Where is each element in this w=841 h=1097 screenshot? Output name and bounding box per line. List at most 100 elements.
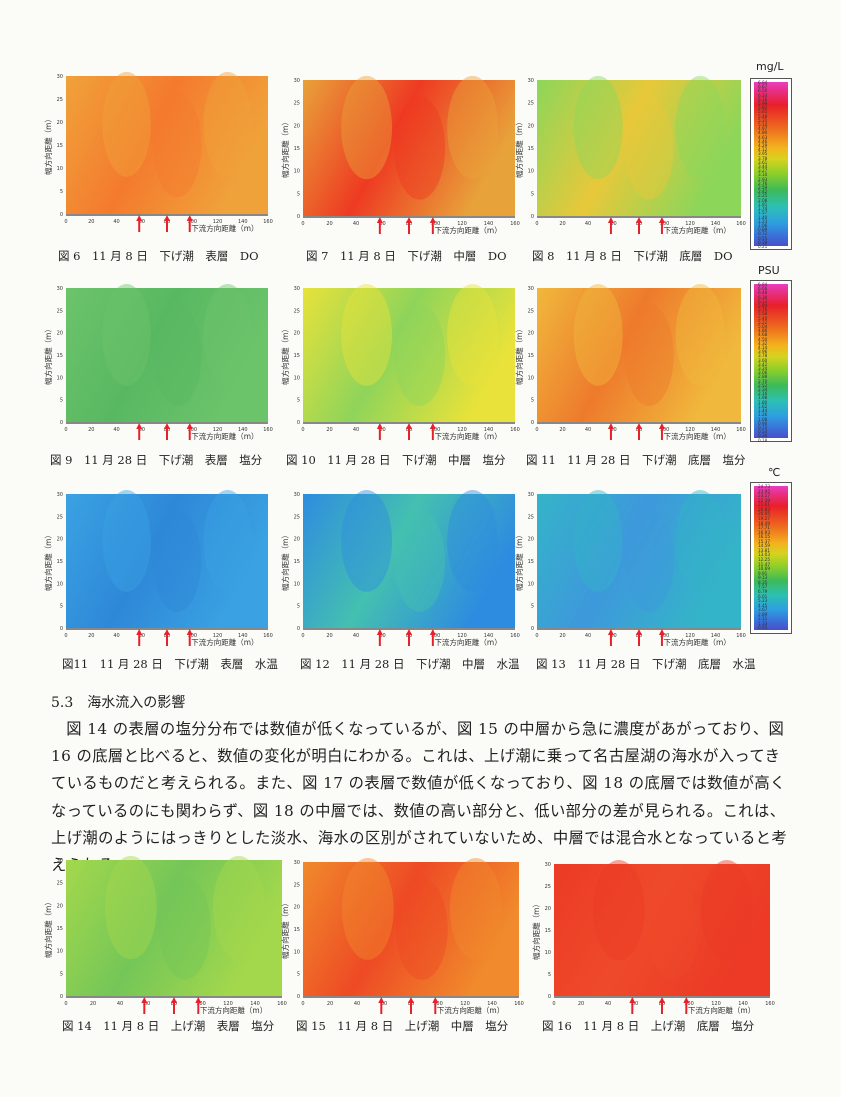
figure-6: 020406080100120140160051015202530幅方向距離（m… [42, 68, 278, 240]
x-tick-label: 160 [736, 427, 746, 433]
y-axis-label: 幅方向距離（m） [43, 115, 53, 175]
colorbar-tick: 2.34 [758, 387, 768, 393]
colorbar-tick: 0.18 [758, 437, 768, 443]
contour-blob [447, 75, 499, 180]
y-tick-label: 5 [297, 398, 300, 404]
x-tick-label: 140 [484, 221, 494, 227]
colorbar-tick: 16.15 [758, 534, 770, 540]
x-tick-label: 140 [487, 1001, 497, 1007]
colorbar-tick: 1.91 [758, 201, 768, 207]
flow-arrow [629, 997, 636, 1014]
caption-fig13: 図 13 11 月 28 日 下げ潮 底層 水温 [536, 657, 756, 671]
contour-blob [102, 489, 151, 592]
x-axis-label: 下流方向距離（m） [663, 637, 730, 647]
colorbar-tick: 2.88 [758, 374, 768, 380]
x-tick-label: 40 [113, 427, 119, 433]
y-tick-label: 0 [60, 994, 63, 1000]
y-axis-label: 幅方向距離（m） [280, 118, 290, 178]
y-tick-label: 10 [57, 166, 63, 172]
flow-arrow [429, 423, 436, 440]
colorbar-tick: 5.76 [758, 307, 768, 313]
colorbar-tick: 0.72 [758, 424, 768, 430]
caption-fig12: 図 12 11 月 28 日 下げ潮 中層 水温 [300, 657, 520, 671]
x-tick-label: 0 [64, 427, 67, 433]
flow-arrow [164, 629, 170, 646]
contour-blob [394, 510, 446, 612]
x-tick-label: 140 [238, 219, 248, 225]
colorbar-tick: 3.60 [758, 357, 768, 363]
figure-15: 020406080100120140160051015202530幅方向距離（m… [279, 854, 529, 1022]
y-tick-label: 20 [294, 123, 300, 129]
colorbar-tick: 14.59 [758, 543, 770, 549]
contour-blob [152, 510, 202, 612]
x-tick-label: 20 [90, 1001, 96, 1007]
x-tick-label: 100 [431, 427, 441, 433]
x-tick-label: 160 [263, 633, 273, 639]
flow-arrow [186, 629, 193, 646]
colorbar-tick: 3.78 [758, 353, 768, 359]
y-tick-label: 25 [294, 101, 300, 107]
colorbar-tick: 0.55 [758, 625, 768, 631]
colorbar-tick: 0.36 [758, 433, 768, 439]
colorbar-tick: 6.12 [758, 298, 768, 304]
flow-arrow [406, 423, 412, 440]
contour-blob [624, 304, 674, 406]
contour-blob [447, 283, 499, 386]
colorbar-tick: 6.30 [758, 294, 768, 300]
y-tick-label: 25 [528, 308, 534, 314]
y-tick-label: 15 [528, 353, 534, 359]
colorbar-tick: 13.03 [758, 552, 770, 558]
y-axis-label: 幅方向距離（m） [531, 900, 541, 960]
colorbar-tick: 5.48 [758, 113, 768, 119]
flow-arrow [408, 997, 414, 1014]
colorbar-tick: 3.95 [758, 151, 768, 157]
flow-arrow [136, 215, 143, 232]
contour-blob [212, 855, 265, 960]
flow-arrow [376, 217, 383, 234]
x-tick-label: 120 [457, 221, 467, 227]
colorbar-tick: 6.50 [758, 88, 768, 94]
colorbar-tick: 2.76 [758, 180, 768, 186]
x-tick-label: 140 [711, 427, 721, 433]
x-tick-label: 160 [263, 427, 273, 433]
x-tick-label: 60 [610, 633, 616, 639]
flow-arrow [607, 217, 614, 234]
colorbar-tick: 2.52 [758, 382, 768, 388]
y-tick-label: 0 [60, 420, 63, 426]
colorbar-tick: 12.25 [758, 557, 770, 562]
y-tick-label: 30 [294, 860, 300, 866]
contour-blob [203, 283, 252, 386]
caption-fig15: 図 15 11 月 8 日 上げ潮 中層 塩分 [296, 1019, 509, 1033]
x-tick-label: 100 [196, 1001, 206, 1007]
x-axis-label: 下流方向距離（m） [200, 1005, 267, 1015]
colorbar-tick: 1.98 [758, 395, 768, 401]
x-tick-label: 100 [660, 633, 670, 639]
colorbar-tick: 5.22 [758, 319, 768, 325]
colorbar-tick: 1.57 [758, 210, 768, 216]
y-tick-label: 10 [545, 950, 551, 956]
y-axis-label: 幅方向距離（m） [514, 118, 524, 178]
y-tick-label: 10 [528, 375, 534, 381]
caption-fig10: 図 10 11 月 28 日 下げ潮 中層 塩分 [286, 453, 506, 467]
y-tick-label: 30 [294, 492, 300, 498]
x-tick-label: 20 [88, 219, 94, 225]
contour-field [554, 864, 770, 996]
x-axis-label: 下流方向距離（m） [191, 223, 258, 233]
y-tick-label: 10 [294, 169, 300, 175]
x-tick-label: 100 [187, 219, 197, 225]
x-tick-label: 40 [605, 1001, 611, 1007]
colorbar-tick: 4.80 [758, 130, 768, 136]
y-tick-label: 20 [57, 120, 63, 126]
colorbar-tick: 7.57 [758, 584, 768, 590]
y-tick-label: 20 [294, 905, 300, 911]
x-tick-label: 100 [660, 221, 670, 227]
y-tick-label: 25 [294, 882, 300, 888]
flow-arrow [683, 997, 690, 1014]
colorbar-unit-temp: ℃ [768, 466, 781, 479]
y-tick-label: 5 [297, 604, 300, 610]
flow-arrow [607, 629, 614, 646]
y-tick-label: 10 [294, 375, 300, 381]
figure-16: 020406080100120140160051015202530幅方向距離（m… [530, 856, 780, 1022]
x-tick-label: 0 [535, 633, 538, 639]
y-tick-label: 15 [528, 146, 534, 152]
